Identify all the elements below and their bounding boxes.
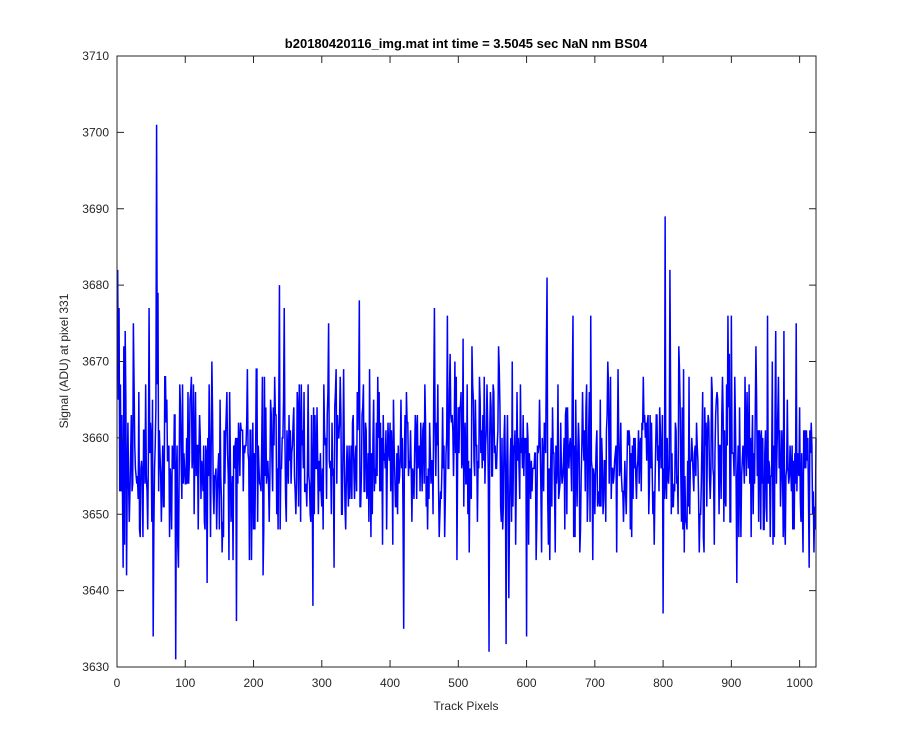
x-tick-label: 500 [448, 676, 468, 690]
x-tick-label: 400 [380, 676, 400, 690]
series-layer [116, 124, 817, 660]
chart-title: b20180420116_img.mat int time = 3.5045 s… [285, 36, 648, 51]
x-tick-label: 800 [653, 676, 673, 690]
x-axis-label: Track Pixels [434, 699, 499, 713]
plot-area [117, 56, 816, 667]
y-tick-label: 3640 [82, 584, 109, 598]
x-tick-label: 1000 [786, 676, 813, 690]
ticks-layer: 0 100 200 300 400 500 600 700 800 900 1000 3630 3640… [82, 49, 816, 690]
x-tick-label: 200 [244, 676, 264, 690]
y-tick-label: 3700 [82, 125, 109, 139]
signal-series-line [116, 124, 817, 660]
y-tick-label: 3630 [82, 660, 109, 674]
y-tick-label: 3650 [82, 507, 109, 521]
y-tick-label: 3710 [82, 49, 109, 63]
y-tick-label: 3680 [82, 278, 109, 292]
x-tick-label: 0 [114, 676, 121, 690]
y-tick-label: 3660 [82, 431, 109, 445]
y-tick-label: 3670 [82, 355, 109, 369]
y-axis-label: Signal (ADU) at pixel 331 [57, 293, 71, 428]
x-tick-label: 600 [517, 676, 537, 690]
x-tick-label: 100 [175, 676, 195, 690]
x-tick-label: 700 [585, 676, 605, 690]
x-tick-label: 300 [312, 676, 332, 690]
x-tick-label: 900 [721, 676, 741, 690]
y-tick-label: 3690 [82, 202, 109, 216]
